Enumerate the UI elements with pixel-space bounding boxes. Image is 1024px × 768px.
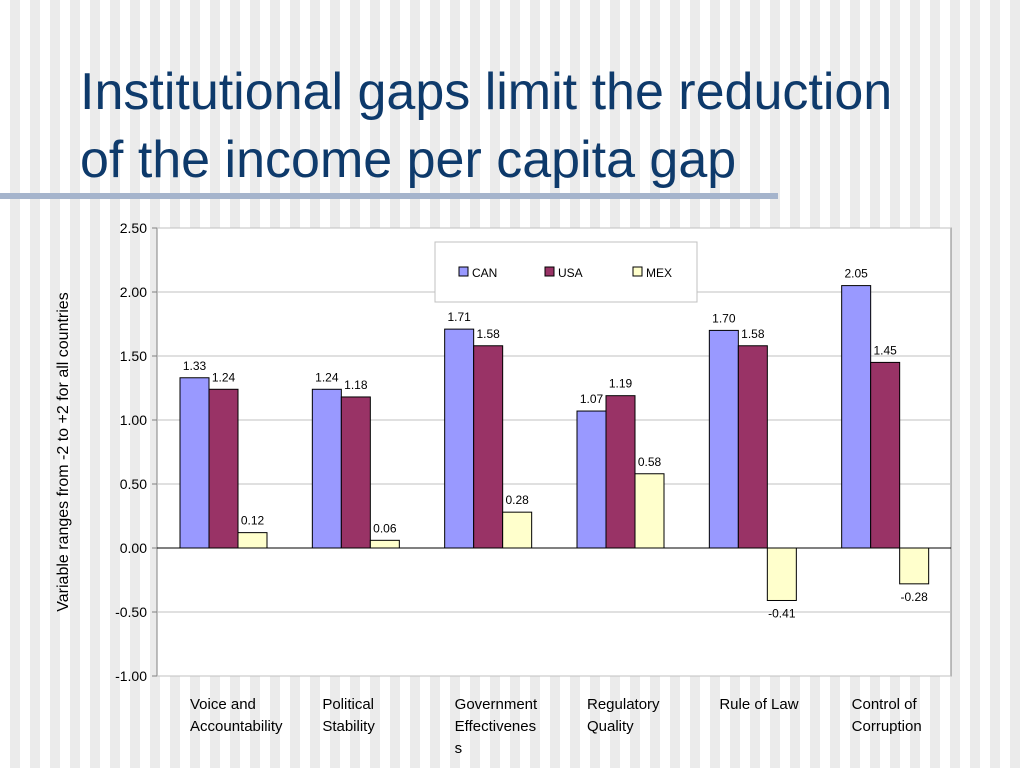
y-tick-label: 0.00	[120, 540, 147, 556]
x-category-label: Government Effectivenes s	[455, 696, 538, 757]
x-category-label-line: Accountability	[190, 718, 283, 735]
x-category-label-line: s	[455, 740, 463, 757]
data-label: 1.58	[476, 327, 500, 341]
y-tick-label: 0.50	[120, 476, 147, 492]
title-divider	[0, 193, 778, 199]
title-line-1: Institutional gaps limit the reduction	[80, 63, 893, 121]
x-category-label-line: Political	[322, 696, 374, 713]
data-label: 1.58	[741, 327, 765, 341]
bar-usa	[473, 345, 504, 549]
x-category-label-line: Effectivenes	[455, 718, 536, 735]
data-label: -0.41	[768, 606, 796, 620]
x-category-label-line: Rule of Law	[719, 696, 798, 713]
bar-mex	[237, 532, 268, 549]
bar-usa	[340, 396, 371, 549]
x-category-label-line: Corruption	[852, 718, 922, 735]
bar-can	[708, 329, 739, 549]
x-category-label-line: Government	[455, 696, 538, 713]
data-label: 1.24	[212, 370, 236, 384]
bar-can	[179, 377, 210, 549]
legend-swatch-usa	[544, 266, 555, 277]
x-category-label: Regulatory Quality	[587, 696, 660, 735]
bar-can	[311, 388, 342, 549]
x-category-label: Political Stability	[322, 696, 375, 735]
y-tick-label: 1.00	[120, 412, 147, 428]
x-category-label-line: Stability	[322, 718, 375, 735]
data-label: 2.05	[844, 267, 868, 281]
bar-mex	[899, 547, 930, 585]
x-category-label: Rule of Law	[719, 696, 798, 713]
bar-can	[576, 410, 607, 549]
bar-can	[444, 328, 475, 549]
bar-mex	[502, 511, 533, 549]
y-tick-label: 2.50	[120, 220, 147, 236]
bar-can	[841, 285, 872, 549]
data-label: 1.07	[580, 392, 604, 406]
data-label: 1.24	[315, 370, 339, 384]
bar-mex	[634, 473, 665, 549]
bar-chart: 2.50 2.00 1.50 1.00 0.50 0.00 -0.50 -1.00 1.33 1.…	[115, 220, 952, 757]
legend-label-can: CAN	[472, 266, 497, 280]
y-tick-label: -0.50	[115, 604, 147, 620]
title-line-2: of the income per capita gap	[80, 131, 737, 189]
bar-usa	[870, 361, 901, 549]
slide-title: Institutional gaps limit the reduction o…	[80, 58, 1000, 194]
y-tick-label: -1.00	[115, 668, 147, 684]
x-category-label-line: Control of	[852, 696, 918, 713]
bar-usa	[208, 388, 239, 549]
data-label: 0.58	[638, 455, 662, 469]
data-label: 1.70	[712, 311, 736, 325]
x-category-label-line: Voice and	[190, 696, 256, 713]
y-tick-label: 1.50	[120, 348, 147, 364]
data-label: 1.33	[183, 359, 207, 373]
x-category-label: Control of Corruption	[852, 696, 922, 735]
x-category-label-line: Quality	[587, 718, 634, 735]
legend	[434, 241, 698, 303]
data-label: 0.12	[241, 514, 265, 528]
legend-label-usa: USA	[558, 266, 583, 280]
data-label: 1.18	[344, 378, 368, 392]
bar-mex	[766, 547, 797, 601]
bar-mex	[369, 539, 400, 549]
data-label: 0.28	[505, 493, 529, 507]
data-label: 0.06	[373, 521, 397, 535]
x-category-label-line: Regulatory	[587, 696, 660, 713]
bar-usa	[737, 345, 768, 549]
plot-area	[156, 227, 952, 677]
legend-label-mex: MEX	[646, 266, 672, 280]
bar-usa	[605, 395, 636, 549]
data-label: -0.28	[900, 590, 928, 604]
data-label: 1.45	[873, 343, 897, 357]
y-tick-label: 2.00	[120, 284, 147, 300]
legend-swatch-can	[458, 266, 469, 277]
data-label: 1.19	[609, 377, 633, 391]
x-category-label: Voice and Accountability	[190, 696, 283, 735]
legend-swatch-mex	[632, 266, 643, 277]
data-label: 1.71	[447, 310, 471, 324]
